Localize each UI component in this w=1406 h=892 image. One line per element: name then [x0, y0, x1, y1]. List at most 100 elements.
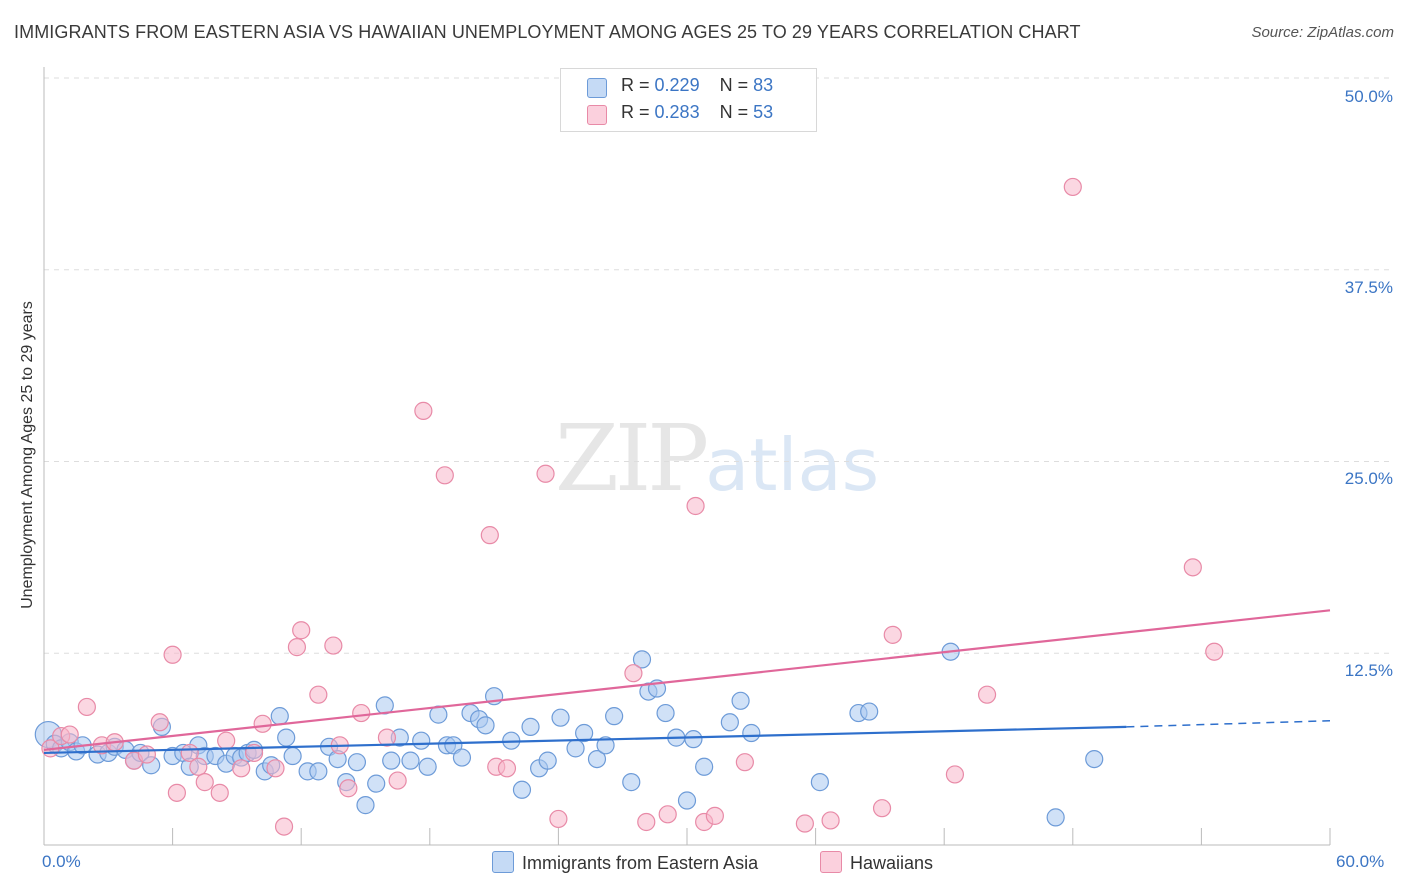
bottom-legend-hawaiians: Hawaiians: [820, 851, 933, 874]
point-eastern-asia: [720, 713, 739, 732]
point-hawaiians: [945, 765, 965, 784]
y-tick-label-25: 25.0%: [1344, 469, 1393, 488]
source-label: Source: ZipAtlas.com: [1251, 24, 1394, 41]
legend-r-label: R =: [621, 102, 650, 122]
point-hawaiians: [163, 645, 182, 664]
point-eastern-asia: [742, 723, 761, 743]
point-eastern-asia: [418, 757, 437, 776]
chart-title: IMMIGRANTS FROM EASTERN ASIA VS HAWAIIAN…: [14, 22, 1081, 42]
watermark: ZIPatlas: [555, 405, 879, 512]
point-hawaiians: [150, 713, 169, 732]
point-eastern-asia: [283, 746, 302, 766]
y-tick-label-12-5: 12.5%: [1344, 661, 1393, 680]
legend-n-value: 53: [753, 102, 774, 122]
point-hawaiians: [292, 621, 311, 640]
point-hawaiians: [735, 753, 754, 772]
legend-swatch-blue: [587, 78, 607, 98]
point-hawaiians: [883, 625, 902, 644]
point-hawaiians: [536, 464, 555, 483]
y-tick-label-50: 50.0%: [1344, 87, 1393, 106]
point-eastern-asia: [452, 748, 472, 767]
trend-line-eastern-asia-extrapolated: [1126, 719, 1331, 728]
x-tick-label-min: 0.0%: [42, 852, 81, 871]
legend-swatch-pink: [587, 105, 607, 125]
point-eastern-asia: [277, 728, 296, 747]
point-hawaiians: [977, 685, 997, 704]
point-hawaiians: [253, 714, 272, 733]
point-hawaiians: [339, 779, 358, 798]
point-hawaiians: [77, 697, 96, 717]
legend-r-value: 0.229: [654, 75, 700, 95]
point-hawaiians: [1063, 177, 1082, 197]
x-tick-label-max: 60.0%: [1336, 852, 1385, 871]
point-hawaiians: [217, 731, 236, 750]
point-hawaiians: [705, 806, 724, 825]
point-eastern-asia: [575, 723, 594, 743]
point-eastern-asia: [412, 731, 431, 750]
axes: [43, 67, 1331, 846]
point-hawaiians: [266, 759, 285, 778]
point-hawaiians: [624, 664, 643, 683]
point-hawaiians: [189, 757, 208, 776]
bottom-legend-swatch-pink: [820, 851, 842, 873]
bottom-legend-swatch-blue: [492, 851, 514, 873]
bottom-legend-eastern-asia: Immigrants from Eastern Asia: [492, 851, 758, 874]
point-eastern-asia: [521, 717, 540, 736]
y-axis-label: Unemployment Among Ages 25 to 29 years: [19, 301, 36, 609]
point-hawaiians: [210, 783, 229, 802]
point-eastern-asia: [347, 753, 367, 772]
point-hawaiians: [274, 817, 294, 836]
point-eastern-asia: [309, 762, 328, 781]
point-eastern-asia: [860, 702, 879, 721]
point-hawaiians: [795, 814, 814, 833]
point-eastern-asia: [677, 791, 697, 810]
point-eastern-asia: [551, 708, 570, 727]
bottom-legend-label: Immigrants from Eastern Asia: [522, 853, 759, 873]
point-eastern-asia: [587, 749, 607, 769]
point-hawaiians: [414, 401, 433, 420]
point-eastern-asia: [632, 650, 652, 669]
point-eastern-asia: [656, 703, 675, 723]
y-tick-label-37-5: 37.5%: [1344, 278, 1393, 297]
point-hawaiians: [167, 783, 186, 802]
point-eastern-asia: [382, 751, 401, 770]
legend-n-label: N =: [719, 102, 749, 122]
point-hawaiians: [287, 638, 307, 657]
point-hawaiians: [388, 771, 407, 790]
point-hawaiians: [60, 725, 79, 744]
point-hawaiians: [352, 703, 371, 723]
point-hawaiians: [637, 812, 656, 832]
watermark-zip: ZIP: [555, 405, 709, 512]
point-hawaiians: [435, 466, 454, 485]
point-hawaiians: [497, 759, 517, 778]
point-eastern-asia: [538, 751, 557, 770]
point-hawaiians: [821, 811, 840, 830]
legend-n-label: N =: [719, 75, 749, 95]
trend-lines: [43, 609, 1331, 755]
trend-line-eastern-asia: [43, 725, 1127, 755]
legend-r-value: 0.283: [654, 102, 700, 122]
point-eastern-asia: [622, 773, 641, 792]
point-hawaiians: [137, 745, 156, 764]
point-hawaiians: [549, 809, 568, 829]
point-hawaiians: [232, 759, 251, 778]
point-eastern-asia: [367, 774, 386, 793]
point-hawaiians: [324, 636, 343, 655]
point-eastern-asia: [605, 707, 624, 726]
point-hawaiians: [377, 728, 397, 747]
point-hawaiians: [658, 805, 677, 824]
point-eastern-asia: [1046, 808, 1065, 827]
legend-n-value: 83: [753, 75, 774, 95]
watermark-atlas: atlas: [705, 423, 880, 507]
correlation-legend: R = 0.229 N = 83 R = 0.283 N = 53: [560, 68, 817, 132]
point-hawaiians: [480, 526, 499, 545]
series-hawaiians-points: [41, 177, 1224, 836]
point-eastern-asia: [401, 751, 420, 770]
point-eastern-asia: [695, 757, 714, 776]
point-eastern-asia: [512, 780, 532, 799]
point-hawaiians: [686, 496, 705, 516]
point-eastern-asia: [596, 736, 615, 755]
point-hawaiians: [1183, 558, 1202, 577]
trend-line-hawaiians: [43, 609, 1331, 751]
